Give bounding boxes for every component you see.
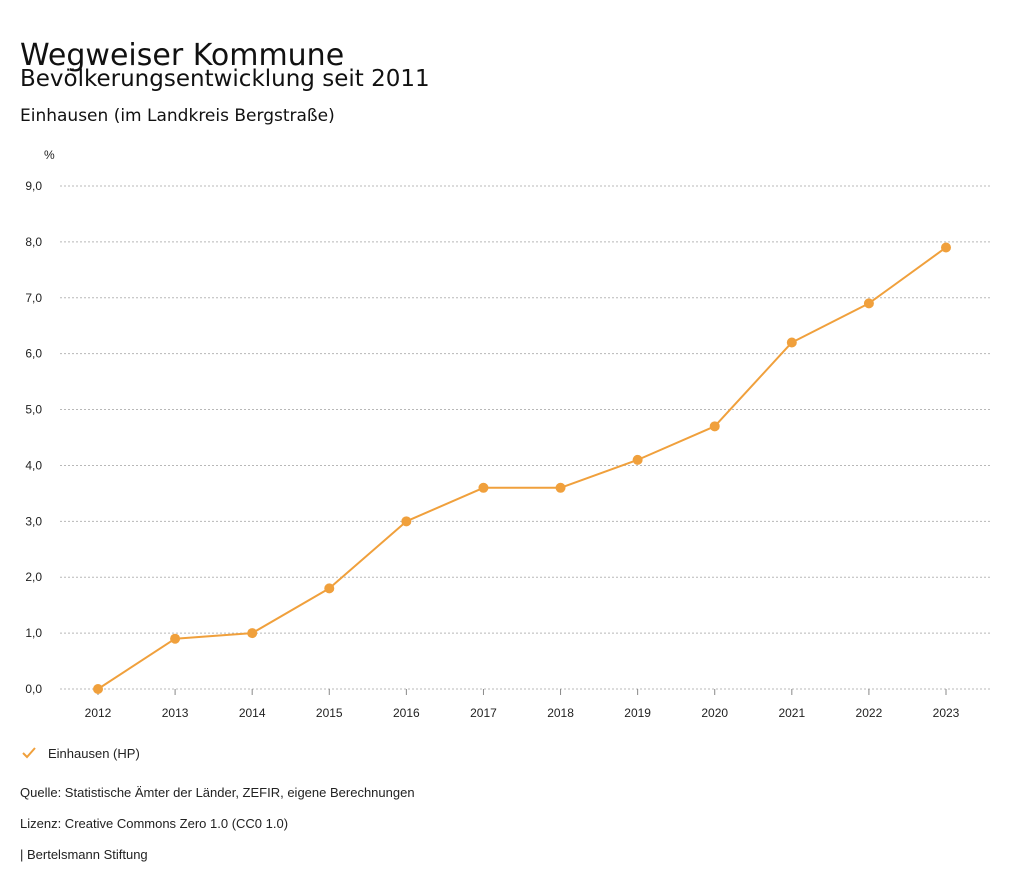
data-point[interactable] xyxy=(324,583,335,594)
y-tick-label: 1,0 xyxy=(25,626,42,640)
y-tick-label: 5,0 xyxy=(25,403,42,417)
y-tick-label: 6,0 xyxy=(25,347,42,361)
data-series xyxy=(93,242,951,694)
chart-subtitle: Bevölkerungsentwicklung seit 2011 xyxy=(20,66,430,92)
data-point[interactable] xyxy=(709,421,720,432)
y-axis-unit-label: % xyxy=(44,148,55,162)
x-tick-label: 2013 xyxy=(162,706,189,720)
data-point[interactable] xyxy=(478,482,489,493)
region-label: Einhausen (im Landkreis Bergstraße) xyxy=(20,106,335,126)
y-axis: 0,0 1,0 2,0 3,0 4,0 5,0 6,0 7,0 8,0 9,0 xyxy=(25,179,42,696)
publisher-note: | Bertelsmann Stiftung xyxy=(20,847,148,862)
x-tick-label: 2018 xyxy=(547,706,574,720)
x-tick-label: 2015 xyxy=(316,706,343,720)
y-tick-label: 3,0 xyxy=(25,514,42,528)
data-point[interactable] xyxy=(401,516,412,527)
x-axis: 2012 2013 2014 2015 2016 2017 2018 2019 2020 2021… xyxy=(85,689,960,720)
series-line xyxy=(97,246,947,690)
line-chart: % 0,01,02,03,04,05,06,07,08,09,0 2012 201… xyxy=(25,148,990,720)
x-tick-label: 2017 xyxy=(470,706,497,720)
license-note: Lizenz: Creative Commons Zero 1.0 (CC0 1… xyxy=(20,816,289,831)
y-tick-label: 4,0 xyxy=(25,458,42,472)
page-title: Wegweiser Kommune xyxy=(20,38,345,74)
x-tick-label: 2016 xyxy=(393,706,420,720)
check-icon xyxy=(22,747,36,759)
legend-label: Einhausen (HP) xyxy=(48,745,140,761)
data-point[interactable] xyxy=(555,482,566,493)
x-tick-label: 2022 xyxy=(856,706,883,720)
data-point[interactable] xyxy=(632,454,643,465)
source-note: Quelle: Statistische Ämter der Länder, Z… xyxy=(20,785,415,800)
data-point[interactable] xyxy=(786,337,797,348)
y-tick-label: 9,0 xyxy=(25,179,42,193)
y-tick-label: 7,0 xyxy=(25,291,42,305)
data-point[interactable] xyxy=(247,628,258,639)
x-tick-label: 2012 xyxy=(85,706,112,720)
legend-item[interactable]: Einhausen (HP) xyxy=(20,744,140,762)
grid-lines xyxy=(60,185,990,690)
data-point[interactable] xyxy=(93,684,103,694)
data-point[interactable] xyxy=(170,633,181,644)
x-tick-label: 2020 xyxy=(701,706,728,720)
data-point[interactable] xyxy=(863,298,874,309)
x-tick-label: 2014 xyxy=(239,706,266,720)
y-tick-label: 2,0 xyxy=(25,570,42,584)
y-tick-label: 8,0 xyxy=(25,235,42,249)
y-tick-label: 0,0 xyxy=(25,682,42,696)
x-tick-label: 2023 xyxy=(933,706,960,720)
data-point[interactable] xyxy=(941,242,951,253)
x-tick-label: 2021 xyxy=(778,706,805,720)
x-tick-label: 2019 xyxy=(624,706,651,720)
